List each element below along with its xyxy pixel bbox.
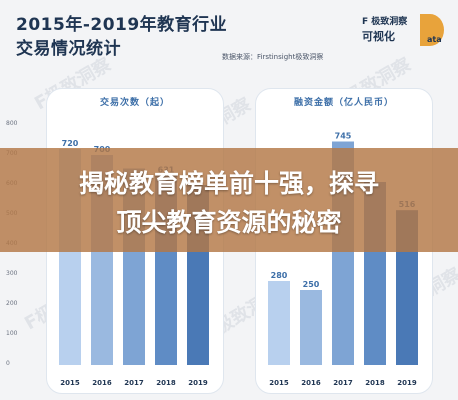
logo-brand-text: F 极致洞察 (362, 17, 408, 27)
transactions-category-label-2016: 2016 (92, 379, 112, 387)
headline-banner (0, 148, 458, 252)
chart-title-financing: 融资金额（亿人民币） (293, 98, 394, 108)
brand-logo: F 极致洞察 可视化 ata (356, 12, 452, 58)
financing-category-label-2016: 2016 (301, 379, 321, 387)
headline-line1: 揭秘教育榜单前十强，探寻 (78, 169, 379, 198)
transactions-category-label-2018: 2018 (156, 379, 176, 387)
financing-category-label-2015: 2015 (269, 379, 289, 387)
headline-line2: 顶尖教育资源的秘密 (116, 208, 342, 237)
financing-bar-2016 (300, 290, 322, 365)
financing-category-label-2018: 2018 (365, 379, 385, 387)
data-source-note: 数据来源：Firstinsight极致洞察 (222, 53, 324, 61)
logo-product-text: 可视化 (362, 30, 395, 43)
chart-title-transactions: 交易次数（起） (99, 98, 170, 108)
page-title-line2: 交易情况统计 (16, 39, 121, 59)
transactions-category-label-2015: 2015 (60, 379, 80, 387)
y-tick-label-0: 0 (6, 360, 10, 367)
transactions-category-label-2019: 2019 (188, 379, 208, 387)
financing-category-label-2019: 2019 (397, 379, 417, 387)
page-title-line1: 2015年-2019年教育行业 (16, 15, 228, 35)
transactions-value-label-2015: 720 (62, 139, 79, 148)
financing-value-label-2016: 250 (303, 280, 320, 289)
financing-value-label-2017: 745 (335, 132, 352, 141)
y-tick-label-200: 200 (6, 300, 18, 307)
financing-bar-2015 (268, 281, 290, 365)
financing-category-label-2017: 2017 (333, 379, 353, 387)
y-tick-label-300: 300 (6, 270, 18, 277)
logo-letters: ata (427, 35, 442, 44)
y-tick-label-100: 100 (6, 330, 18, 337)
financing-value-label-2015: 280 (271, 271, 288, 280)
y-tick-label-800: 800 (6, 120, 18, 127)
transactions-category-label-2017: 2017 (124, 379, 144, 387)
logo-d-icon: ata (420, 14, 444, 46)
